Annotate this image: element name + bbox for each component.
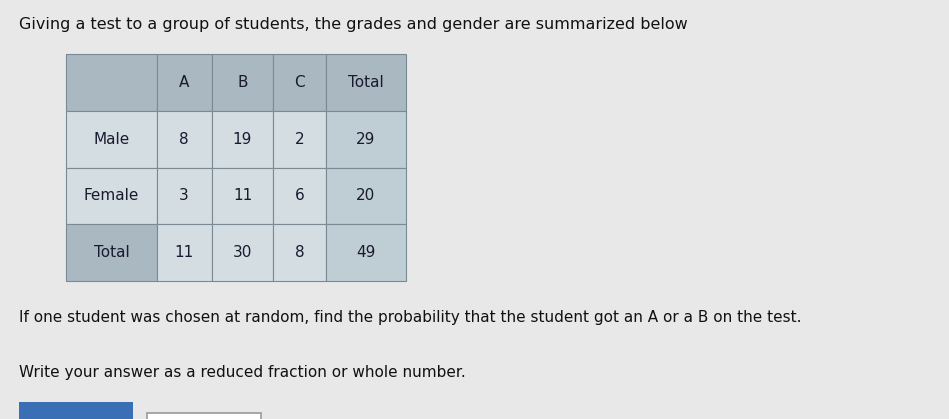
Text: 6: 6 bbox=[294, 189, 305, 203]
Bar bbox=[273, 111, 326, 168]
Bar bbox=[19, 402, 133, 419]
Text: 19: 19 bbox=[233, 132, 252, 147]
Text: 29: 29 bbox=[356, 132, 376, 147]
Bar bbox=[66, 54, 157, 111]
Text: 3: 3 bbox=[179, 189, 189, 203]
Bar bbox=[273, 111, 326, 168]
Bar bbox=[212, 224, 273, 281]
Bar bbox=[157, 224, 212, 281]
Bar bbox=[157, 111, 212, 168]
Text: 30: 30 bbox=[233, 245, 252, 260]
Text: A: A bbox=[179, 75, 189, 90]
Text: 11: 11 bbox=[175, 245, 194, 260]
Bar bbox=[157, 54, 212, 111]
Text: Female: Female bbox=[84, 189, 140, 203]
Bar bbox=[66, 224, 157, 281]
Bar bbox=[273, 224, 326, 281]
Bar bbox=[326, 168, 406, 224]
Bar bbox=[273, 168, 326, 224]
Bar bbox=[326, 111, 406, 168]
Bar bbox=[212, 168, 273, 224]
Text: Giving a test to a group of students, the grades and gender are summarized below: Giving a test to a group of students, th… bbox=[19, 17, 688, 32]
Bar bbox=[326, 168, 406, 224]
Bar bbox=[326, 54, 406, 111]
Text: Write your answer as a reduced fraction or whole number.: Write your answer as a reduced fraction … bbox=[19, 365, 466, 380]
Bar bbox=[273, 54, 326, 111]
Bar bbox=[212, 111, 273, 168]
Bar bbox=[326, 224, 406, 281]
Bar bbox=[326, 224, 406, 281]
Bar bbox=[273, 54, 326, 111]
Text: 49: 49 bbox=[356, 245, 376, 260]
Bar bbox=[273, 168, 326, 224]
Bar bbox=[326, 54, 406, 111]
Bar bbox=[66, 111, 157, 168]
Text: 20: 20 bbox=[356, 189, 376, 203]
Text: Male: Male bbox=[93, 132, 130, 147]
Text: B: B bbox=[237, 75, 248, 90]
Bar bbox=[66, 111, 157, 168]
Bar bbox=[157, 168, 212, 224]
Bar bbox=[273, 224, 326, 281]
Bar bbox=[66, 224, 157, 281]
Text: Total: Total bbox=[348, 75, 383, 90]
Bar bbox=[66, 168, 157, 224]
Bar bbox=[157, 168, 212, 224]
Bar bbox=[66, 54, 157, 111]
Bar bbox=[66, 168, 157, 224]
Text: 8: 8 bbox=[179, 132, 189, 147]
Bar bbox=[157, 54, 212, 111]
Bar bbox=[157, 111, 212, 168]
Bar bbox=[212, 224, 273, 281]
Text: If one student was chosen at random, find the probability that the student got a: If one student was chosen at random, fin… bbox=[19, 310, 802, 325]
Bar bbox=[147, 413, 261, 419]
Bar bbox=[212, 168, 273, 224]
Bar bbox=[212, 54, 273, 111]
Bar bbox=[212, 54, 273, 111]
Text: C: C bbox=[294, 75, 305, 90]
Bar bbox=[157, 224, 212, 281]
Text: Total: Total bbox=[94, 245, 129, 260]
Bar bbox=[326, 111, 406, 168]
Text: 8: 8 bbox=[294, 245, 305, 260]
Text: 2: 2 bbox=[294, 132, 305, 147]
Text: 11: 11 bbox=[233, 189, 252, 203]
Bar bbox=[212, 111, 273, 168]
